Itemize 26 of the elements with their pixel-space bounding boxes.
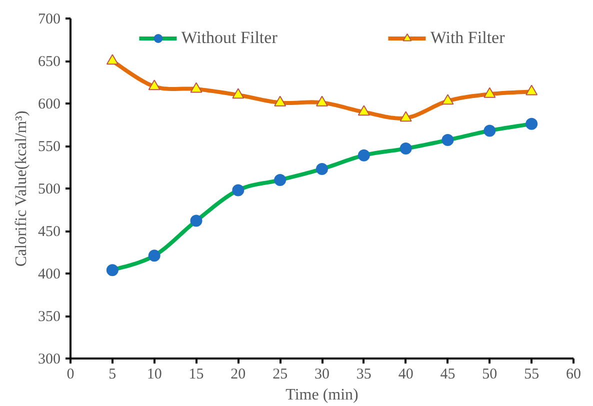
y-tick-label: 400 (38, 266, 60, 282)
legend-label: With Filter (430, 28, 505, 48)
x-tick-label: 40 (398, 366, 414, 382)
x-tick-label: 60 (566, 366, 581, 382)
x-tick-label: 35 (356, 366, 372, 382)
legend-label: Without Filter (181, 28, 278, 48)
x-tick-label: 15 (188, 366, 204, 382)
x-tick-label: 0 (66, 366, 74, 382)
y-tick-label: 700 (38, 12, 60, 28)
x-tick-label: 5 (108, 366, 116, 382)
y-tick-label: 500 (38, 182, 60, 198)
x-tick-label: 55 (524, 366, 540, 382)
x-tick-label: 30 (314, 366, 330, 382)
y-tick-label: 300 (38, 352, 60, 368)
y-tick-label: 450 (38, 224, 60, 240)
y-tick-label: 600 (38, 96, 60, 112)
y-tick-label: 650 (38, 54, 60, 70)
y-tick-label: 550 (38, 139, 60, 155)
y-axis-title: Calorific Value(kcal/m³) (13, 110, 30, 267)
x-tick-label: 25 (272, 366, 288, 382)
x-axis-title: Time (min) (286, 386, 358, 404)
x-tick-label: 50 (482, 366, 498, 382)
y-tick-label: 350 (38, 309, 60, 325)
x-tick-label: 10 (146, 366, 162, 382)
x-tick-label: 45 (440, 366, 456, 382)
x-tick-label: 20 (230, 366, 246, 382)
